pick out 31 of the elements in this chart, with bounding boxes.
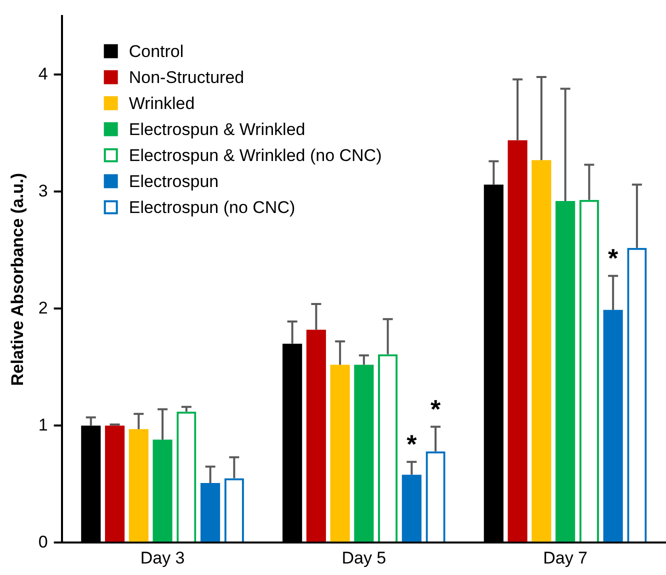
bar	[556, 201, 576, 542]
bar	[508, 140, 528, 542]
legend-label: Electrospun & Wrinkled	[128, 120, 306, 139]
y-tick-label: 2	[38, 298, 48, 318]
bar	[402, 474, 422, 542]
bar	[603, 310, 623, 542]
x-tick-label: Day 3	[140, 548, 185, 568]
bar	[105, 426, 125, 542]
y-axis-title: Relative Absorbance (a.u.)	[8, 172, 27, 386]
x-tick-label: Day 7	[543, 548, 588, 568]
x-tick-label: Day 5	[342, 548, 386, 568]
bar	[354, 364, 374, 542]
annotation: *	[430, 394, 442, 424]
bar	[200, 482, 220, 542]
y-tick-label: 4	[38, 64, 48, 84]
bar	[128, 429, 148, 542]
y-tick-label: 0	[38, 532, 48, 552]
bar	[532, 160, 552, 542]
legend-label: Electrospun	[128, 172, 219, 191]
bar	[152, 440, 172, 542]
legend-label: Wrinkled	[128, 94, 195, 113]
annotation: *	[608, 243, 620, 274]
bar	[306, 330, 326, 542]
legend-label: Electrospun & Wrinkled (no CNC)	[128, 146, 382, 165]
y-tick-label: 3	[38, 181, 48, 200]
annotation: *	[406, 429, 418, 460]
y-tick-label: 1	[38, 415, 48, 434]
legend-label: Electrospun (no CNC)	[128, 198, 296, 217]
legend-label: Control	[128, 42, 184, 61]
legend-label: Non-Structured	[128, 68, 244, 87]
bar	[330, 364, 350, 542]
